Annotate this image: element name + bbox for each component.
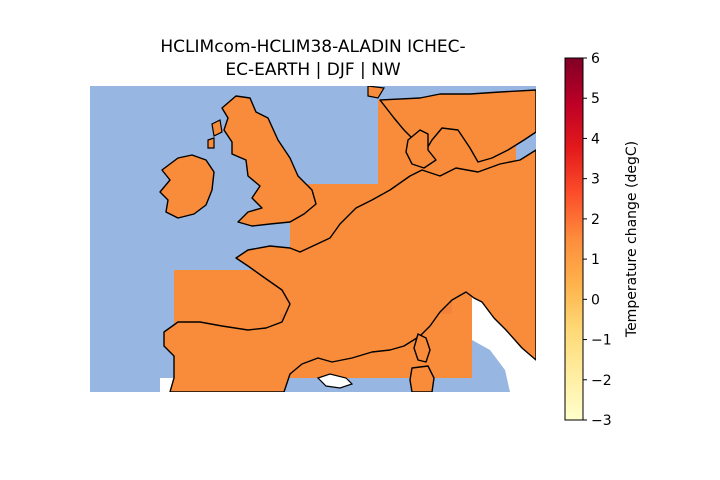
colorbar-tick-label: 1 bbox=[591, 252, 600, 268]
colorbar-tick-label: 0 bbox=[591, 292, 600, 308]
ireland-land bbox=[159, 154, 215, 219]
sardinia-land bbox=[409, 365, 435, 392]
great-britain-land bbox=[221, 95, 317, 227]
colorbar-tick-label: 2 bbox=[591, 212, 600, 228]
colorbar-tick-label: 6 bbox=[591, 51, 600, 67]
colorbar-tick-label: −3 bbox=[591, 413, 612, 429]
colorbar-label: Temperature change (degC) bbox=[624, 141, 640, 338]
continental-europe-land bbox=[163, 149, 536, 392]
colorbar-tick-label: 3 bbox=[591, 172, 600, 188]
balearic-islands bbox=[316, 373, 354, 389]
colorbar-tick-label: −1 bbox=[591, 333, 612, 349]
colorbar-tick-label: −2 bbox=[591, 373, 612, 389]
denmark-land bbox=[405, 129, 437, 169]
corsica-land bbox=[413, 333, 431, 363]
small-islands bbox=[207, 86, 385, 149]
colorbar-tick-label: 4 bbox=[591, 131, 600, 147]
map-title-line-1: HCLIMcom-HCLIM38-ALADIN ICHEC- bbox=[160, 37, 466, 57]
map-title: HCLIMcom-HCLIM38-ALADIN ICHEC- EC-EARTH … bbox=[90, 36, 536, 82]
colorbar-tick-label: 5 bbox=[591, 91, 600, 107]
no-data-land-se bbox=[472, 292, 536, 392]
colorbar-gradient bbox=[564, 57, 584, 421]
map-title-line-2: EC-EARTH | DJF | NW bbox=[225, 60, 401, 80]
